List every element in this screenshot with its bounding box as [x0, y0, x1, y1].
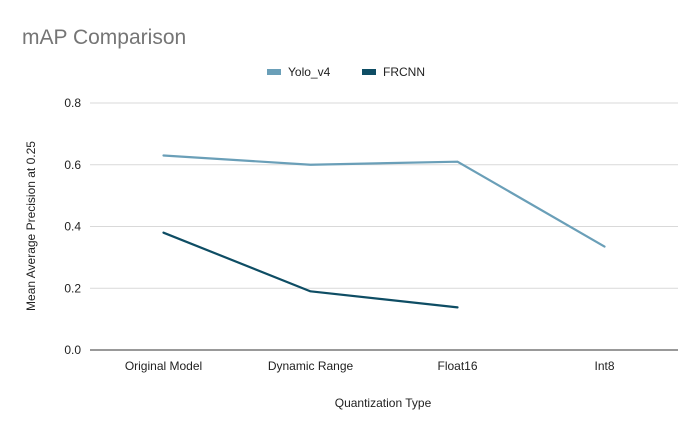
chart-title: mAP Comparison — [22, 26, 186, 49]
x-axis-title: Quantization Type — [335, 396, 432, 410]
legend-swatch-yolo — [267, 69, 281, 75]
gridlines — [90, 102, 678, 351]
y-axis-title: Mean Average Precision at 0.25 — [24, 141, 38, 311]
x-tick-label: Dynamic Range — [268, 359, 354, 373]
y-axis-ticks: 0.0 0.2 0.4 0.6 0.8 — [64, 96, 81, 357]
y-tick-label: 0.0 — [64, 343, 81, 357]
legend-label-frcnn: FRCNN — [383, 65, 425, 79]
x-tick-label: Original Model — [125, 359, 202, 373]
y-tick-label: 0.2 — [64, 281, 81, 295]
y-tick-label: 0.6 — [64, 158, 81, 172]
x-tick-label: Int8 — [594, 359, 614, 373]
legend-swatch-frcnn — [362, 69, 376, 75]
series-line-yolo-v4 — [162, 154, 606, 248]
y-tick-label: 0.4 — [64, 220, 81, 234]
y-tick-label: 0.8 — [64, 96, 81, 110]
x-tick-label: Float16 — [437, 359, 477, 373]
legend-label-yolo: Yolo_v4 — [288, 65, 331, 79]
series-line-frcnn — [162, 231, 459, 309]
x-axis-ticks: Original Model Dynamic Range Float16 Int8 — [125, 359, 615, 373]
legend: Yolo_v4 FRCNN — [267, 65, 425, 79]
series-lines — [162, 154, 606, 309]
